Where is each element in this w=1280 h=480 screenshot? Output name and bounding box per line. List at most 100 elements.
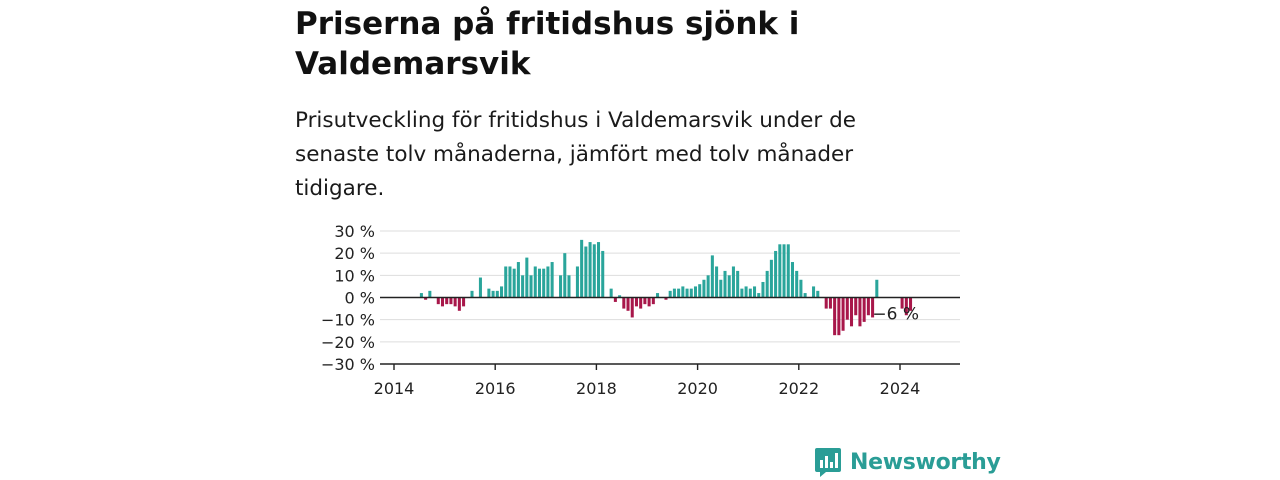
bar (833, 297, 837, 336)
bar (849, 297, 854, 327)
bar (689, 288, 693, 298)
bar (672, 288, 676, 298)
bar (580, 239, 584, 298)
bar (601, 250, 605, 298)
bar (736, 270, 740, 298)
x-tick-label: 2016 (475, 379, 516, 398)
bar (487, 288, 491, 298)
bar (428, 290, 432, 298)
bar (765, 270, 769, 298)
bar (828, 297, 832, 309)
bar (457, 297, 461, 311)
bar (639, 297, 643, 309)
bar (567, 275, 571, 298)
y-tick-label: 10 % (334, 266, 375, 285)
bar (550, 262, 554, 298)
bar (727, 275, 731, 298)
y-tick-label: 0 % (345, 289, 375, 308)
bar (592, 244, 596, 298)
bar (693, 286, 698, 298)
bar (900, 297, 904, 309)
bar (715, 266, 719, 298)
bar (419, 293, 423, 298)
bar (651, 297, 655, 305)
bar (782, 244, 786, 298)
bar (677, 288, 681, 298)
bar (495, 290, 499, 298)
grid-lines (380, 230, 960, 343)
bar (744, 286, 748, 298)
bar (500, 286, 504, 298)
bar (575, 266, 579, 298)
bar (529, 275, 533, 298)
bar (778, 244, 782, 298)
bar (424, 297, 428, 300)
y-tick-label: −30 % (321, 355, 375, 374)
bar (757, 293, 761, 298)
bar (786, 244, 790, 298)
bar (521, 275, 525, 298)
y-tick-label: −10 % (321, 311, 375, 330)
bar (803, 293, 807, 298)
bar (449, 297, 453, 305)
bar (841, 297, 845, 331)
bar (875, 279, 879, 298)
bar (622, 297, 626, 309)
chart-title: Priserna på fritidshus sjönk i Valdemars… (295, 6, 800, 82)
bar (634, 297, 638, 307)
bar (478, 277, 482, 298)
bar (740, 288, 744, 298)
bar (795, 270, 799, 298)
bar (698, 284, 702, 298)
bar (748, 288, 752, 298)
bar (871, 297, 875, 318)
bar (710, 255, 714, 298)
bar (753, 286, 757, 298)
bar (445, 297, 449, 305)
bar (769, 259, 773, 298)
bar (436, 297, 440, 305)
bar (588, 242, 592, 298)
brand-name: Newsworthy (850, 449, 1001, 475)
bar (647, 297, 651, 307)
x-tick-label: 2020 (677, 379, 718, 398)
bar (723, 270, 727, 298)
bar (504, 266, 508, 298)
brand: Newsworthy (814, 446, 1001, 478)
newsworthy-logo-icon (815, 448, 841, 477)
bar (761, 281, 765, 298)
bar (866, 297, 870, 316)
bar (525, 257, 529, 298)
bar (626, 297, 630, 311)
bar (685, 288, 689, 298)
bar (643, 297, 647, 305)
x-tick-label: 2022 (778, 379, 819, 398)
bar (824, 297, 828, 309)
bar (656, 293, 660, 298)
bar (858, 297, 862, 327)
bar (584, 246, 588, 298)
bar (812, 286, 816, 298)
bar (440, 297, 445, 307)
y-tick-label: 30 % (334, 222, 375, 241)
x-tick-label: 2014 (374, 379, 415, 398)
bar (774, 250, 778, 298)
bar (668, 290, 672, 298)
bar (909, 297, 913, 311)
bar (512, 268, 516, 298)
bar (799, 279, 803, 298)
x-tick-label: 2024 (880, 379, 921, 398)
bar (537, 268, 541, 298)
y-tick-label: 20 % (334, 244, 375, 263)
chart-subtitle: Prisutveckling för fritidshus i Valdemar… (295, 108, 856, 201)
bar (731, 266, 735, 298)
bar (664, 297, 668, 300)
bar (533, 266, 537, 298)
bar (837, 297, 841, 336)
bar (618, 295, 622, 298)
bar (609, 288, 613, 298)
bar (613, 297, 617, 302)
bar (462, 297, 466, 307)
bar (563, 253, 567, 298)
